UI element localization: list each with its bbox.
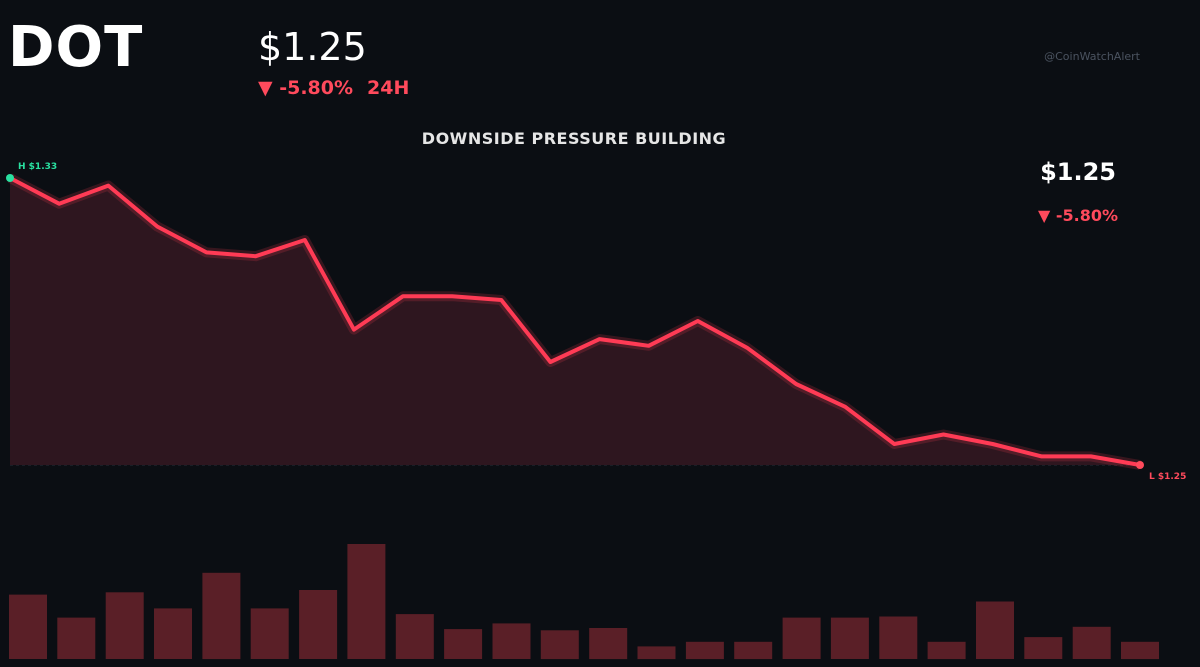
period-label: 24H — [367, 77, 410, 99]
price-area — [10, 178, 1140, 465]
volume-bar — [540, 630, 579, 660]
price-change: ▼ -5.80% — [258, 77, 354, 99]
volume-bar — [202, 572, 241, 660]
volume-bar — [9, 594, 47, 659]
side-price: $1.25 — [1040, 158, 1116, 186]
volume-bar — [927, 641, 966, 660]
volume-bar — [444, 629, 483, 659]
volume-bar — [57, 617, 96, 659]
volume-bar — [1024, 637, 1063, 659]
side-change: ▼ -5.80% — [1037, 206, 1118, 225]
price-point — [746, 346, 748, 349]
volume-bar — [492, 623, 531, 659]
price-point — [451, 295, 454, 298]
price-point — [205, 251, 208, 254]
volume-bar — [250, 608, 289, 659]
volume-bar — [734, 641, 773, 660]
volume-bar — [105, 592, 144, 659]
price-point — [549, 361, 552, 363]
volume-bar — [830, 617, 869, 659]
current-price: $1.25 — [258, 25, 367, 69]
volume-bars — [9, 544, 1159, 660]
price-point — [647, 344, 650, 347]
volume-bar — [1072, 626, 1111, 659]
price-point — [696, 320, 699, 322]
high-marker — [6, 174, 14, 182]
price-point — [795, 383, 798, 385]
price-point — [500, 299, 503, 301]
price-point — [303, 239, 306, 241]
price-points — [9, 177, 1141, 466]
price-point — [942, 433, 945, 436]
price-point — [156, 225, 159, 228]
price-point — [991, 443, 994, 445]
volume-bar — [347, 544, 386, 659]
price-point — [598, 338, 601, 341]
volume-bar — [879, 616, 918, 659]
volume-bar — [637, 646, 676, 660]
price-point — [107, 184, 110, 187]
volume-bar — [395, 614, 434, 659]
price-point — [893, 443, 896, 445]
price-point — [1040, 455, 1043, 458]
volume-bar — [1121, 641, 1159, 660]
volume-bar — [782, 617, 821, 659]
price-point — [254, 255, 257, 258]
low-marker — [1136, 461, 1144, 469]
volume-bar — [685, 641, 724, 660]
account-handle: @CoinWatchAlert — [1044, 50, 1140, 63]
price-point — [58, 202, 61, 205]
ticker-symbol: DOT — [8, 15, 144, 80]
high-label: H $1.33 — [18, 162, 57, 172]
volume-bar — [589, 628, 628, 660]
price-point — [352, 328, 355, 331]
volume-bar — [299, 590, 338, 659]
price-point — [1089, 455, 1092, 458]
price-change-row: ▼ -5.80% 24H — [258, 79, 409, 98]
price-point — [402, 295, 404, 298]
volume-bar — [154, 608, 192, 659]
price-point — [844, 405, 847, 408]
volume-bar — [976, 601, 1014, 659]
chart-headline: DOWNSIDE PRESSURE BUILDING — [421, 129, 727, 148]
price-line — [8, 176, 1142, 467]
low-label: L $1.25 — [1149, 472, 1186, 482]
